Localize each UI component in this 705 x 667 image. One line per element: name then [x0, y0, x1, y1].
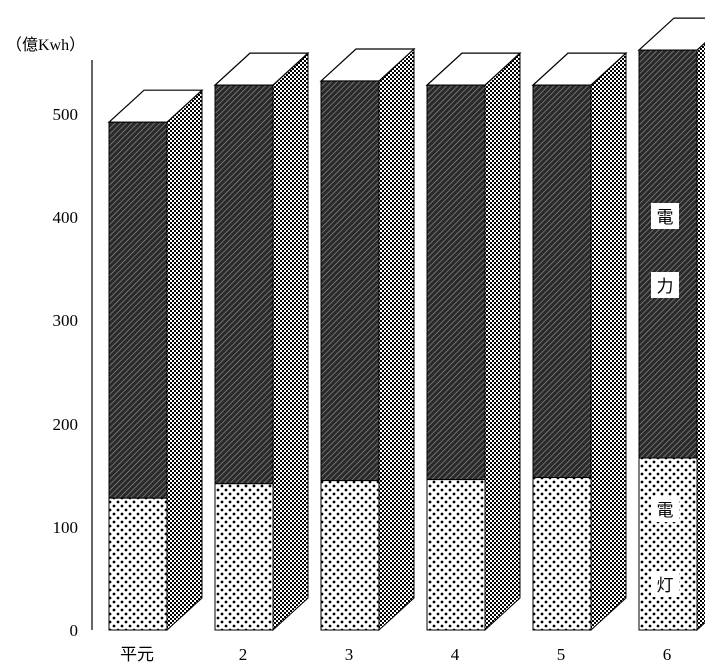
y-tick-label: 100: [53, 518, 79, 537]
unit-label: （億Kwh）: [6, 36, 85, 54]
bar-light-segment: [532, 477, 592, 631]
x-tick-label: 5: [557, 645, 566, 664]
x-tick-label: 2: [239, 645, 248, 664]
bar-side-face: [166, 89, 203, 632]
bar-side-face: [590, 51, 627, 632]
x-tick-label: 平元: [120, 645, 154, 664]
bar-side-face: [378, 47, 415, 632]
svg-text:電: 電: [657, 501, 674, 520]
bar-light-segment: [214, 483, 274, 631]
bar-power-segment: [532, 84, 592, 479]
y-tick-label: 500: [53, 105, 79, 124]
bar-side-face: [272, 51, 309, 632]
bar-power-segment: [426, 84, 486, 481]
svg-text:電: 電: [657, 208, 674, 227]
bar-side-face: [696, 42, 705, 632]
bar-power-segment: [638, 49, 698, 459]
svg-text:灯: 灯: [657, 576, 674, 595]
y-tick-label: 300: [53, 311, 79, 330]
x-tick-label: 3: [345, 645, 354, 664]
x-tick-label: 4: [451, 645, 460, 664]
svg-text:力: 力: [657, 277, 674, 296]
y-tick-label: 200: [53, 415, 79, 434]
bar-light-segment: [426, 479, 486, 631]
bar-power-segment: [108, 121, 168, 499]
bar-power-segment: [320, 80, 380, 482]
bar-light-segment: [320, 480, 380, 631]
y-tick-label: 0: [70, 621, 79, 640]
y-tick-label: 400: [53, 208, 79, 227]
bars-group: [107, 17, 705, 632]
bar-top-face: [637, 17, 705, 51]
light-segment-label: 電 灯: [651, 496, 679, 597]
power-segment-label: 電 力: [651, 203, 679, 298]
bar-power-segment: [214, 84, 274, 485]
x-tick-label: 6: [663, 645, 672, 664]
bar-light-segment: [108, 497, 168, 631]
bar-side-face: [484, 51, 521, 632]
bar-light-segment: [638, 457, 698, 631]
